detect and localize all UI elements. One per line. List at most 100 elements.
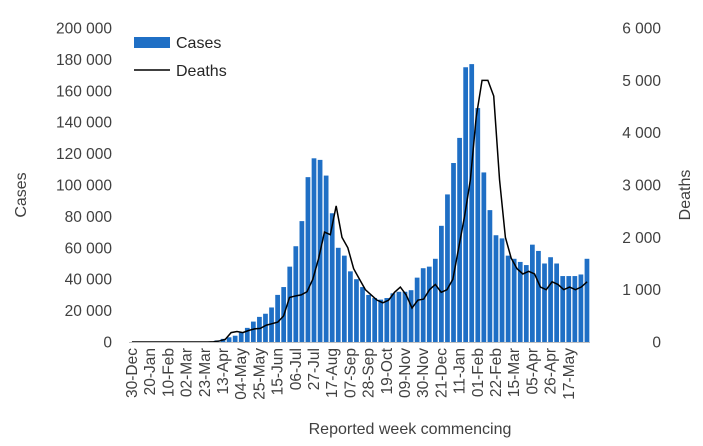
- x-tick-label: 15-Mar: [506, 348, 523, 397]
- cases-bar: [554, 263, 559, 342]
- cases-bar: [469, 64, 475, 343]
- legend-cases-label: Cases: [176, 35, 221, 52]
- right-axis: 0 1 000 2 000 3 000 4 000 5 000 6 000: [622, 21, 661, 352]
- y-left-tick-label: 200 000: [56, 21, 112, 38]
- cases-bar: [420, 268, 426, 342]
- x-tick-label: 11-Jan: [452, 348, 469, 394]
- cases-bar: [487, 210, 493, 342]
- cases-bar: [311, 158, 317, 342]
- cases-bar: [548, 257, 553, 342]
- x-tick-label: 02-Mar: [179, 348, 196, 397]
- x-axis-ticks: 30-Dec 20-Jan 10-Feb 02-Mar 23-Mar 13-Apr 04-M…: [124, 347, 578, 399]
- cases-bar: [396, 291, 402, 342]
- cases-bar: [244, 327, 250, 342]
- cases-bar: [517, 261, 523, 342]
- cases-bar: [335, 247, 341, 342]
- cases-bar: [408, 290, 414, 342]
- cases-bar: [384, 298, 390, 342]
- cases-bar: [275, 294, 280, 342]
- cases-bar: [329, 213, 335, 342]
- cases-bar: [402, 291, 408, 342]
- x-tick-label: 22-Feb: [488, 348, 505, 397]
- y-left-tick-label: 80 000: [65, 209, 113, 226]
- cases-bar: [238, 332, 244, 342]
- cases-bar: [269, 307, 274, 342]
- cases-bar: [475, 108, 481, 342]
- cases-bar: [348, 271, 353, 342]
- cases-bar: [250, 321, 256, 342]
- cases-bar: [414, 277, 420, 342]
- cases-bar: [366, 294, 371, 342]
- legend: Cases Deaths: [134, 35, 227, 80]
- y-right-tick-label: 5 000: [622, 73, 661, 90]
- x-tick-label: 26-Apr: [543, 348, 560, 395]
- x-tick-label: 25-May: [251, 348, 268, 400]
- y-left-tick-label: 60 000: [65, 240, 113, 257]
- x-tick-label: 13-Apr: [215, 348, 232, 395]
- cases-bar: [257, 316, 262, 342]
- x-tick-label: 07-Sep: [342, 348, 359, 398]
- cases-bar: [511, 258, 517, 342]
- x-tick-label: 23-Mar: [197, 348, 214, 397]
- cases-bar: [232, 335, 238, 342]
- x-tick-label: 01-Feb: [470, 348, 487, 397]
- cases-bar: [263, 313, 268, 342]
- cases-bar: [426, 266, 432, 342]
- left-axis: 0 20 000 40 000 60 000 80 000 100 000 120 000 1…: [56, 21, 112, 352]
- y-right-tick-label: 6 000: [622, 21, 661, 38]
- cases-bar: [293, 246, 299, 342]
- cases-bar: [505, 255, 511, 342]
- y-right-tick-label: 0: [652, 335, 661, 352]
- y-left-tick-label: 140 000: [56, 115, 112, 132]
- cases-bar: [432, 258, 438, 342]
- cases-bar: [323, 175, 329, 342]
- cases-bar: [566, 276, 572, 342]
- x-tick-label: 21-Dec: [433, 348, 450, 398]
- x-tick-label: 15-Jun: [270, 348, 287, 395]
- cases-bar: [439, 225, 444, 342]
- cases-bar: [560, 276, 566, 342]
- y-right-tick-label: 1 000: [622, 282, 661, 299]
- y-right-tick-label: 3 000: [622, 178, 661, 195]
- cases-bar: [341, 255, 347, 342]
- y-left-tick-label: 40 000: [65, 272, 113, 289]
- cases-bar: [451, 163, 456, 342]
- y-left-tick-label: 0: [103, 335, 112, 352]
- cases-bar: [536, 250, 541, 342]
- x-tick-label: 19-Oct: [379, 347, 396, 394]
- y-left-tick-label: 160 000: [56, 83, 112, 100]
- y-right-tick-label: 2 000: [622, 230, 661, 247]
- x-tick-label: 17-May: [561, 348, 578, 400]
- y-left-tick-label: 120 000: [56, 146, 112, 163]
- cases-bar: [305, 177, 311, 342]
- cases-bar: [299, 221, 305, 342]
- y-right-tick-label: 4 000: [622, 125, 661, 142]
- x-tick-label: 30-Dec: [124, 348, 141, 398]
- y-left-tick-label: 180 000: [56, 52, 112, 69]
- cases-bar: [354, 279, 359, 342]
- cases-bar: [378, 299, 384, 342]
- x-axis-title: Reported week commencing: [309, 421, 512, 438]
- y-axis-left-title: Cases: [13, 172, 30, 217]
- x-tick-label: 09-Nov: [397, 348, 414, 398]
- x-tick-label: 27-Jul: [306, 348, 323, 390]
- cases-bar: [372, 298, 378, 342]
- cases-bar: [578, 274, 584, 342]
- cases-bar: [493, 235, 499, 342]
- x-tick-label: 06-Jul: [288, 348, 305, 390]
- cases-bar: [523, 265, 529, 342]
- x-tick-label: 30-Nov: [415, 348, 432, 398]
- x-tick-label: 17-Aug: [324, 348, 341, 398]
- legend-deaths-label: Deaths: [176, 63, 227, 80]
- x-tick-label: 04-May: [233, 348, 250, 400]
- cases-bar: [542, 263, 547, 342]
- cases-bar: [584, 258, 590, 342]
- legend-cases-swatch: [134, 37, 170, 48]
- x-tick-label: 28-Sep: [361, 348, 378, 398]
- cases-bar: [226, 337, 232, 342]
- cases-bar: [530, 244, 535, 342]
- cases-bar: [499, 238, 505, 342]
- cases-bar: [390, 293, 396, 342]
- cases-bar: [445, 194, 450, 342]
